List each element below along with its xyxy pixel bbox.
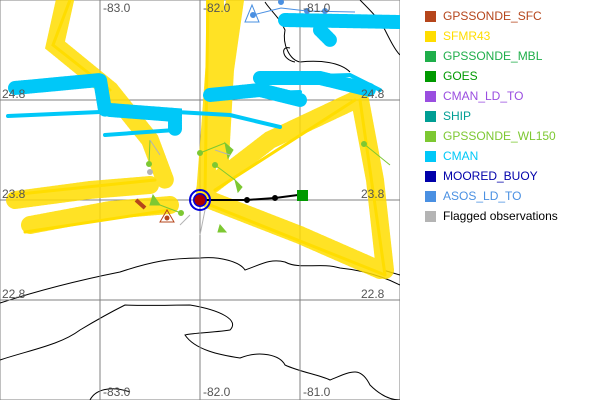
lat-label-right-1: 24.8	[361, 87, 385, 101]
legend-item[interactable]: GPSSONDE_MBL	[425, 46, 558, 66]
legend-label: GPSSONDE_WL150	[443, 129, 556, 143]
legend-item[interactable]: GOES	[425, 66, 558, 86]
legend-item[interactable]: GPSSONDE_WL150	[425, 126, 558, 146]
moored-buoy-marker[interactable]	[189, 189, 211, 211]
legend-label: GPSSONDE_SFC	[443, 9, 542, 23]
legend-swatch-icon	[425, 150, 436, 162]
legend-swatch-icon	[425, 50, 436, 62]
legend-label: ASOS_LD_TO	[443, 189, 522, 203]
lon-label-bottom-2: -82.0	[203, 385, 231, 399]
cman-observations	[6, 13, 400, 137]
legend-label: MOORED_BUOY	[443, 169, 538, 183]
lat-label-left-3: 22.8	[2, 287, 26, 301]
legend-item[interactable]: CMAN_LD_TO	[425, 86, 558, 106]
lon-label-bottom-1: -83.0	[103, 385, 131, 399]
legend-swatch-icon	[425, 90, 436, 102]
tick-labels: -83.0 -82.0 -81.0 -83.0 -82.0 -81.0 24.8…	[2, 1, 385, 399]
legend: GPSSONDE_SFC SFMR43 GPSSONDE_MBL GOES CMAN_L…	[425, 6, 558, 226]
legend-label: Flagged observations	[443, 209, 558, 223]
legend-swatch-icon	[425, 210, 436, 222]
lat-label-left-2: 23.8	[2, 187, 26, 201]
lat-label-right-3: 22.8	[361, 287, 385, 301]
lon-label-bottom-3: -81.0	[303, 385, 331, 399]
legend-swatch-icon	[425, 70, 436, 82]
legend-label: CMAN	[443, 149, 479, 163]
drift-track	[200, 194, 299, 203]
lon-label-top-2: -82.0	[203, 1, 231, 15]
legend-swatch-icon	[425, 170, 436, 182]
lon-label-top-3: -81.0	[303, 1, 331, 15]
legend-swatch-icon	[425, 110, 436, 122]
lat-label-left-1: 24.8	[2, 87, 26, 101]
observation-map[interactable]: -83.0 -82.0 -81.0 -83.0 -82.0 -81.0 24.8…	[0, 0, 400, 400]
legend-item[interactable]: CMAN	[425, 146, 558, 166]
legend-label: GPSSONDE_MBL	[443, 49, 543, 63]
legend-swatch-icon	[425, 10, 436, 22]
legend-item[interactable]: SHIP	[425, 106, 558, 126]
lat-label-right-2: 23.8	[361, 187, 385, 201]
gpssonde-wl150-observations	[146, 139, 391, 233]
legend-label: SHIP	[443, 109, 472, 123]
lon-label-top-1: -83.0	[103, 1, 131, 15]
legend-swatch-icon	[425, 190, 436, 202]
legend-item[interactable]: SFMR43	[425, 26, 558, 46]
legend-item[interactable]: ASOS_LD_TO	[425, 186, 558, 206]
legend-swatch-icon	[425, 130, 436, 142]
legend-label: CMAN_LD_TO	[443, 89, 524, 103]
goes-observation	[297, 190, 308, 201]
legend-swatch-icon	[425, 30, 436, 42]
flagged-observations	[147, 139, 231, 236]
gpssonde-sfc-observations	[134, 198, 175, 223]
legend-item[interactable]: Flagged observations	[425, 206, 558, 226]
legend-item[interactable]: GPSSONDE_SFC	[425, 6, 558, 26]
legend-label: GOES	[443, 69, 478, 83]
asos-ld-to-observations	[244, 0, 356, 23]
legend-label: SFMR43	[443, 29, 491, 43]
legend-item[interactable]: MOORED_BUOY	[425, 166, 558, 186]
